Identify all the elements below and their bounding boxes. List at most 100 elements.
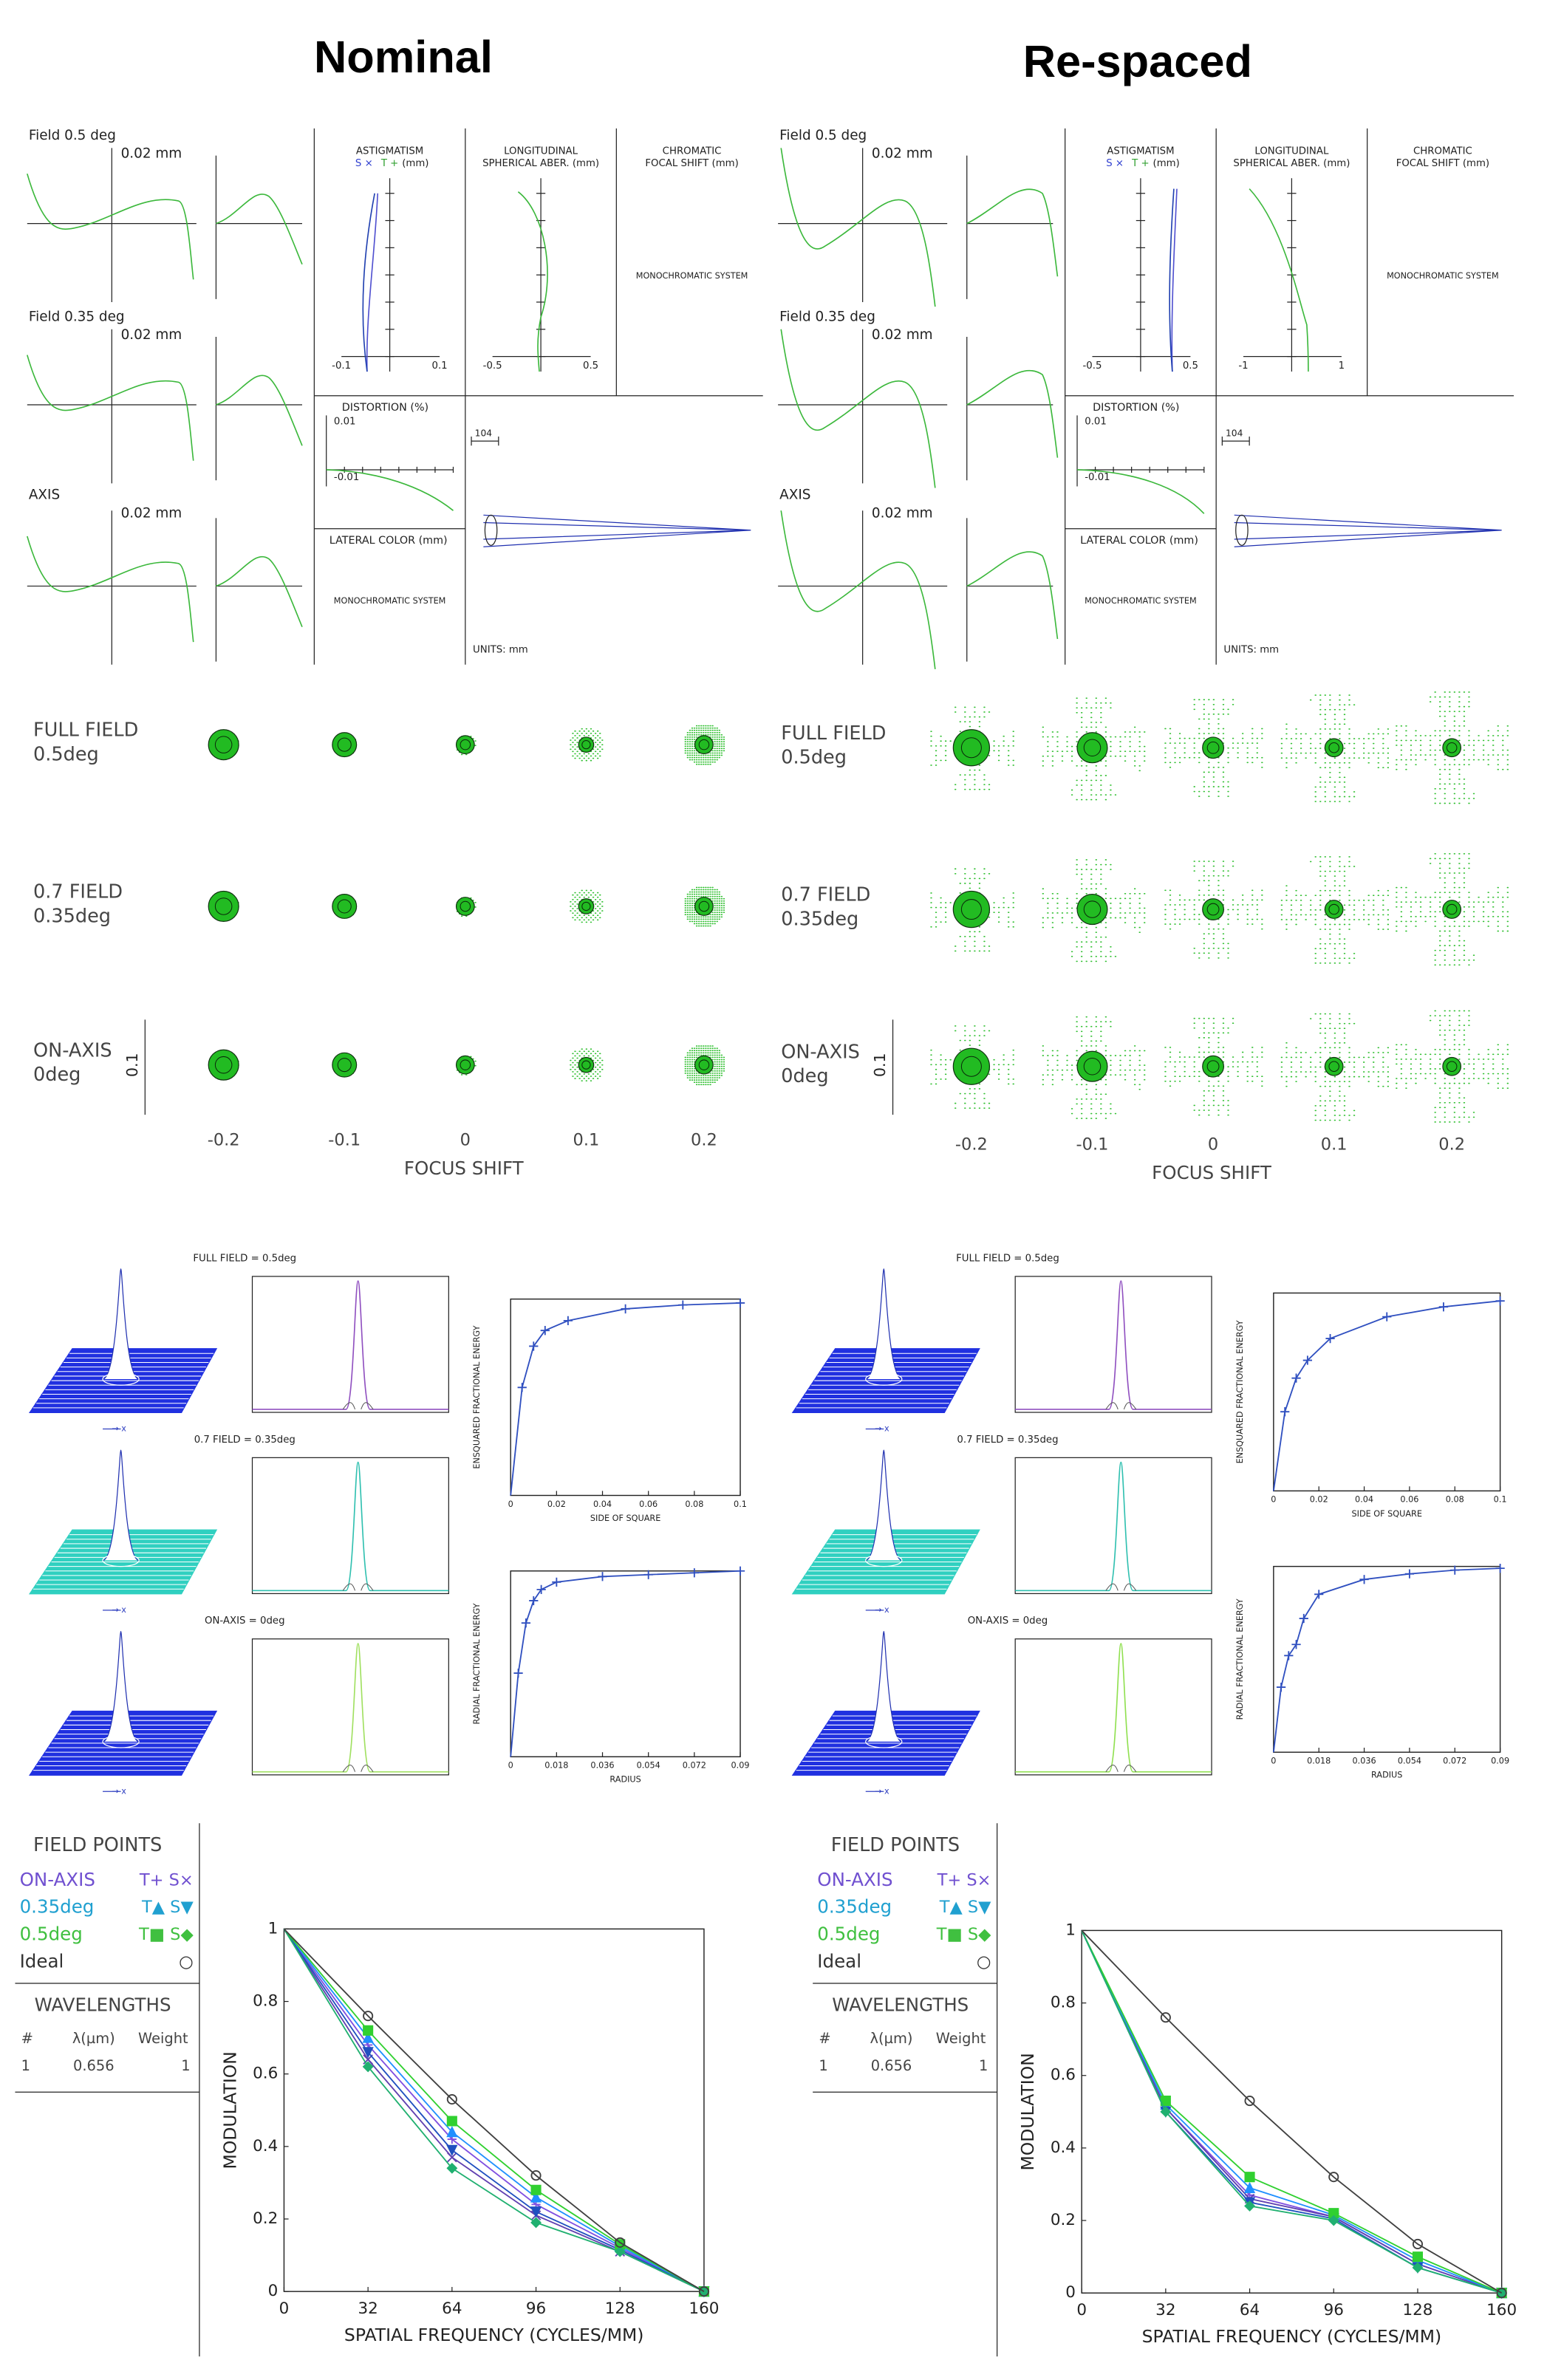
marker: [363, 2025, 374, 2036]
marker: [1314, 1590, 1324, 1599]
label: 0.1: [432, 360, 448, 372]
astigmatism-s: [1171, 188, 1178, 372]
legend-symbols: T▲ S▼: [141, 1898, 194, 1917]
spot-core: [455, 1055, 475, 1075]
focus-axis-label: FOCUS SHIFT: [404, 1157, 525, 1179]
psf-title: ON-AXIS = 0deg: [968, 1615, 1048, 1627]
label: UNITS: mm: [473, 644, 528, 655]
label: LONGITUDINAL: [504, 146, 578, 157]
psf-sidelobe: [1105, 1765, 1137, 1772]
label: (mm): [402, 158, 428, 169]
plot-frame: [510, 1570, 741, 1757]
series-line: [1081, 1930, 1502, 2294]
fan-scale: 0.02 mm: [872, 327, 933, 343]
marker: [363, 2011, 374, 2022]
spot-ring: [581, 1060, 591, 1070]
x-tick-label: 160: [689, 2299, 719, 2318]
spot-ring: [581, 740, 591, 750]
ray-fan-curve: [966, 369, 1059, 458]
y-tick-label: 1: [268, 1919, 279, 1938]
y-tick-label: 0: [1065, 2283, 1076, 2302]
x-tick-label: 0.054: [637, 1761, 660, 1771]
spot-ring: [214, 897, 233, 915]
x-tick-label: 128: [605, 2299, 635, 2318]
x-tick-label: 0: [1271, 1756, 1276, 1765]
spot-core: [208, 1049, 239, 1081]
marker: [1412, 2238, 1424, 2249]
psf-contour: [865, 1735, 903, 1748]
label: S ×: [1106, 158, 1124, 169]
spot-dots: [1396, 691, 1509, 804]
spot-row-label: ON-AXIS: [781, 1041, 860, 1063]
marker: [446, 2116, 457, 2127]
series-line: [283, 1928, 705, 2292]
ray-fan-curve: [966, 551, 1059, 640]
marker: [1291, 1373, 1301, 1383]
plot-frame: [1081, 1929, 1503, 2294]
marker: [552, 1577, 561, 1587]
x-axis-label: SIDE OF SQUARE: [590, 1514, 660, 1523]
ray-fan-curve: [780, 148, 936, 307]
series-line: [1081, 1930, 1502, 2294]
label: 1: [1339, 360, 1345, 372]
psf-contour: [865, 1553, 903, 1567]
spot-ring: [1446, 903, 1458, 915]
spot-ring: [698, 739, 710, 750]
spot-ring: [698, 900, 710, 912]
psf-title: ON-AXIS = 0deg: [205, 1615, 284, 1627]
spot-core: [1202, 898, 1225, 920]
psf-spike: [102, 1268, 140, 1380]
marker: [1284, 1651, 1294, 1661]
series-line: [1081, 1929, 1503, 2294]
spot-ring: [1083, 900, 1102, 918]
astigmatism-s: [366, 193, 379, 372]
spot-ring: [1083, 739, 1102, 757]
field-label: Field 0.35 deg: [29, 309, 125, 324]
label: 1: [979, 2057, 988, 2074]
spot-dots: [684, 1045, 725, 1086]
focus-label: 0.1: [573, 1130, 600, 1149]
legend-label: Ideal: [817, 1950, 861, 1972]
x-tick-label: 0.04: [593, 1500, 612, 1509]
y-axis-label: ENSQUARED FRACTIONAL ENERGY: [1235, 1320, 1245, 1463]
spot-ring: [1083, 1057, 1102, 1076]
psf-title: 0.7 FIELD = 0.35deg: [957, 1435, 1058, 1446]
y-axis-label: RADIAL FRACTIONAL ENERGY: [1235, 1598, 1245, 1720]
spot-core: [578, 1056, 595, 1073]
series-line: [510, 1302, 741, 1496]
fan-scale: 0.02 mm: [121, 505, 182, 521]
label: LATERAL COLOR (mm): [329, 535, 448, 547]
spot-ring: [1328, 903, 1339, 915]
y-tick-label: 0: [268, 2282, 279, 2300]
label: 0.656: [871, 2057, 912, 2074]
field-label: AXIS: [779, 488, 810, 503]
marker: [521, 1618, 531, 1628]
x-tick-label: 0.072: [683, 1761, 706, 1771]
focus-label: 0.1: [1321, 1135, 1348, 1155]
field-label: AXIS: [29, 488, 60, 503]
label: FIELD POINTS: [33, 1834, 162, 1856]
x-tick-label: 0.036: [1352, 1756, 1376, 1765]
spot-core: [332, 732, 358, 758]
plot-frame: [1273, 1292, 1501, 1492]
label: Weight: [138, 2030, 188, 2047]
spherical-curve: [1249, 188, 1309, 372]
label: 1: [819, 2057, 827, 2074]
marker: [513, 1668, 523, 1678]
spot-ring: [214, 736, 233, 753]
spot-core: [1202, 736, 1225, 759]
series-line: [1081, 1930, 1502, 2294]
label: ASTIGMATISM: [1107, 146, 1174, 157]
spot-row-label: 0.35deg: [33, 905, 111, 927]
marker: [735, 1566, 745, 1576]
marker: [1276, 1682, 1286, 1692]
x-tick-label: 32: [358, 2299, 378, 2318]
label: UNITS: mm: [1223, 644, 1279, 655]
psf-profile: [1015, 1280, 1212, 1410]
marker: [529, 1341, 539, 1351]
page-title: Nominal: [314, 31, 493, 82]
spot-dots: [1396, 1010, 1509, 1123]
psf-sidelobe: [1105, 1583, 1137, 1591]
spot-core: [1324, 738, 1344, 758]
